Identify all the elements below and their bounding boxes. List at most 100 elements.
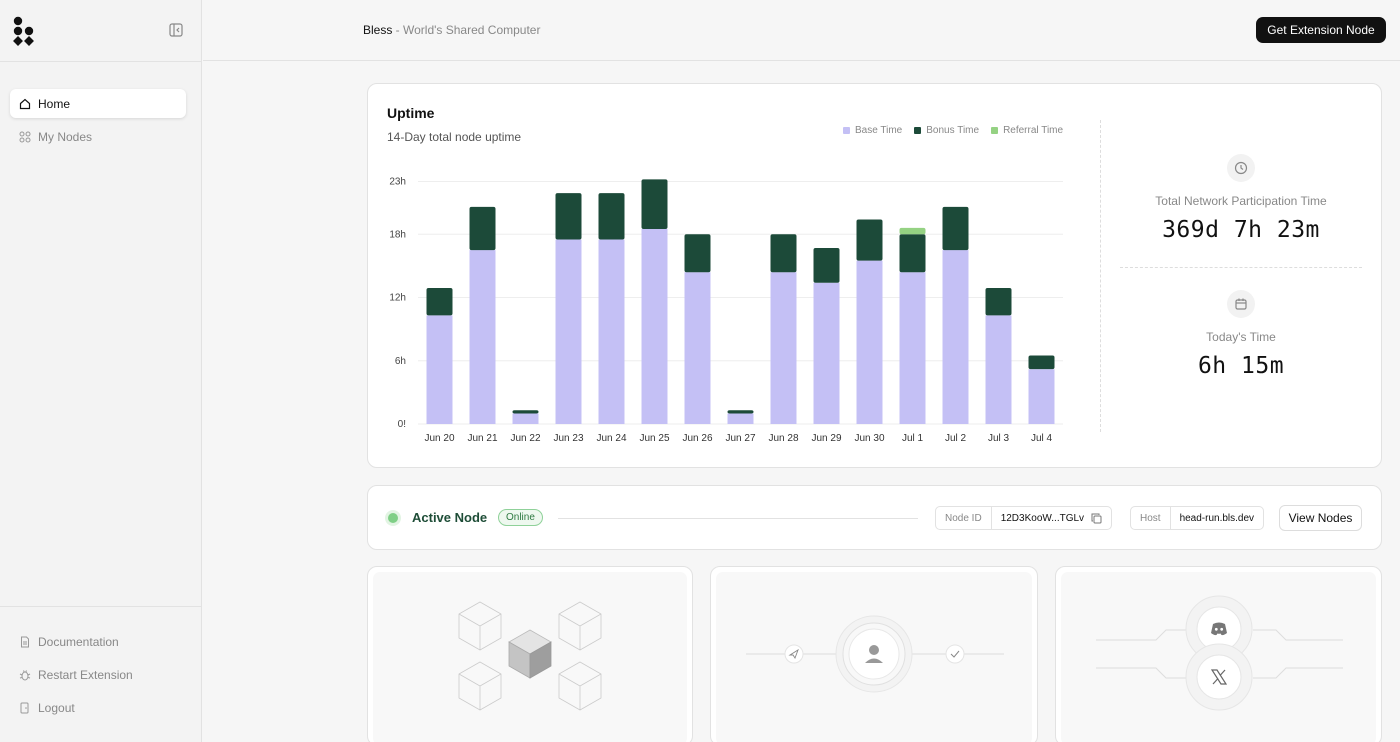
stats-panel: Total Network Participation Time 369d 7h… — [1120, 154, 1362, 379]
sidebar-item-label: Logout — [38, 700, 75, 715]
bar-segment-base-time — [598, 239, 625, 424]
node-id-value-wrap: 12D3KooW...TGLv — [992, 513, 1111, 524]
tile-inner — [373, 572, 687, 742]
bar-segment-base-time — [426, 315, 453, 424]
chart-legend: Base Time Bonus Time Referral Time — [843, 125, 1075, 136]
bar-segment-bonus-time — [727, 410, 754, 414]
get-extension-node-button[interactable]: Get Extension Node — [1256, 17, 1386, 43]
legend-item-base: Base Time — [843, 125, 902, 136]
bless-logo-icon[interactable] — [12, 16, 36, 46]
bar-segment-base-time — [727, 413, 754, 424]
sidebar-divider — [0, 61, 202, 62]
sidebar-collapse-icon[interactable] — [169, 23, 183, 37]
active-node-title: Active Node — [412, 510, 488, 525]
x-tick-label: Jun 21 — [467, 433, 497, 444]
node-id-label: Node ID — [936, 507, 992, 529]
x-tick-label: Jul 1 — [902, 433, 924, 444]
bar-segment-base-time — [856, 260, 883, 424]
tile-network — [367, 566, 693, 742]
bar-segment-bonus-time — [641, 179, 668, 229]
legend-swatch — [914, 127, 922, 134]
host-label: Host — [1131, 507, 1171, 529]
bar-segment-bonus-time — [512, 410, 539, 414]
sidebar-item-home[interactable]: Home — [10, 89, 186, 118]
status-dot-icon — [388, 513, 398, 523]
x-tick-label: Jun 24 — [596, 433, 626, 444]
x-tick-label: Jun 26 — [682, 433, 712, 444]
sidebar: Home My Nodes Documentation Restart Exte… — [0, 0, 202, 742]
social-illustration — [1096, 595, 1343, 711]
status-badge: Online — [498, 509, 543, 526]
x-tick-label: Jun 23 — [553, 433, 583, 444]
legend-swatch — [991, 127, 999, 134]
brand-name: Bless — [363, 23, 393, 37]
brand-title: Bless - World's Shared Computer — [363, 23, 540, 37]
x-twitter-icon[interactable] — [1210, 668, 1228, 686]
referral-illustration — [746, 615, 1004, 693]
top-header: Bless - World's Shared Computer Get Exte… — [203, 0, 1400, 61]
stats-divider — [1100, 120, 1101, 432]
bar-segment-bonus-time — [1028, 355, 1055, 370]
legend-label: Bonus Time — [926, 125, 980, 136]
sidebar-item-label: Home — [38, 96, 71, 111]
x-tick-label: Jun 28 — [768, 433, 798, 444]
x-tick-label: Jun 20 — [424, 433, 454, 444]
uptime-title: Uptime — [387, 105, 435, 121]
copy-icon[interactable] — [1091, 513, 1102, 524]
bar-segment-base-time — [684, 272, 711, 424]
brand-tagline: - World's Shared Computer — [392, 23, 541, 37]
sidebar-item-logout[interactable]: Logout — [10, 693, 186, 722]
bar-segment-bonus-time — [469, 206, 496, 251]
bar-segment-bonus-time — [856, 219, 883, 261]
bar-segment-bonus-time — [555, 193, 582, 240]
sidebar-item-my-nodes[interactable]: My Nodes — [10, 122, 186, 151]
bar-segment-base-time — [942, 250, 969, 424]
bar-segment-bonus-time — [899, 234, 926, 273]
sidebar-item-label: Documentation — [38, 634, 119, 649]
bar-segment-bonus-time — [684, 234, 711, 273]
legend-swatch — [843, 127, 850, 134]
sidebar-item-documentation[interactable]: Documentation — [10, 627, 186, 656]
bar-segment-referral-time — [899, 227, 926, 235]
view-nodes-button[interactable]: View Nodes — [1279, 505, 1362, 531]
stats-inner-divider — [1120, 267, 1362, 268]
bug-icon — [19, 669, 31, 680]
bar-segment-base-time — [1028, 369, 1055, 424]
sidebar-nav: Home My Nodes — [10, 89, 186, 155]
y-tick-label: 0! — [398, 419, 406, 430]
clock-icon — [1227, 154, 1255, 182]
document-icon — [21, 636, 29, 647]
sidebar-item-label: My Nodes — [38, 129, 93, 144]
bar-segment-bonus-time — [985, 288, 1012, 316]
bar-segment-bonus-time — [942, 206, 969, 251]
host-value: head-run.bls.dev — [1179, 512, 1255, 524]
x-tick-label: Jun 25 — [639, 433, 669, 444]
y-tick-label: 23h — [389, 177, 406, 188]
active-node-card: Active Node Online Node ID 12D3KooW...TG… — [367, 485, 1382, 550]
y-tick-label: 12h — [389, 293, 406, 304]
sidebar-item-restart-extension[interactable]: Restart Extension — [10, 660, 186, 689]
calendar-icon — [1227, 290, 1255, 318]
today-time-value: 6h 15m — [1197, 353, 1285, 379]
bar-segment-bonus-time — [426, 288, 453, 316]
x-tick-label: Jul 4 — [1031, 433, 1053, 444]
home-icon — [19, 98, 31, 109]
x-tick-label: Jun 29 — [811, 433, 841, 444]
sidebar-bottom-nav: Documentation Restart Extension Logout — [10, 627, 186, 726]
today-time-label: Today's Time — [1206, 330, 1276, 344]
uptime-card: Uptime 14-Day total node uptime Base Tim… — [367, 83, 1382, 468]
legend-item-referral: Referral Time — [991, 125, 1063, 136]
node-id-value: 12D3KooW...TGLv — [1000, 512, 1085, 524]
network-cubes-illustration — [458, 601, 602, 711]
legend-label: Referral Time — [1003, 125, 1064, 136]
logout-icon — [20, 702, 29, 713]
y-tick-label: 6h — [395, 356, 406, 367]
legend-label: Base Time — [855, 125, 903, 136]
tile-referral — [710, 566, 1038, 742]
x-tick-label: Jun 27 — [725, 433, 755, 444]
tile-inner — [716, 572, 1032, 742]
discord-icon[interactable] — [1209, 619, 1229, 639]
sidebar-divider — [0, 606, 202, 607]
uptime-bar-chart: 0! 6h 12h 18h 23h Jun 20 Jun 21 Jun 22 Jun 23 Jun… — [389, 177, 1063, 444]
tile-inner — [1061, 572, 1376, 742]
